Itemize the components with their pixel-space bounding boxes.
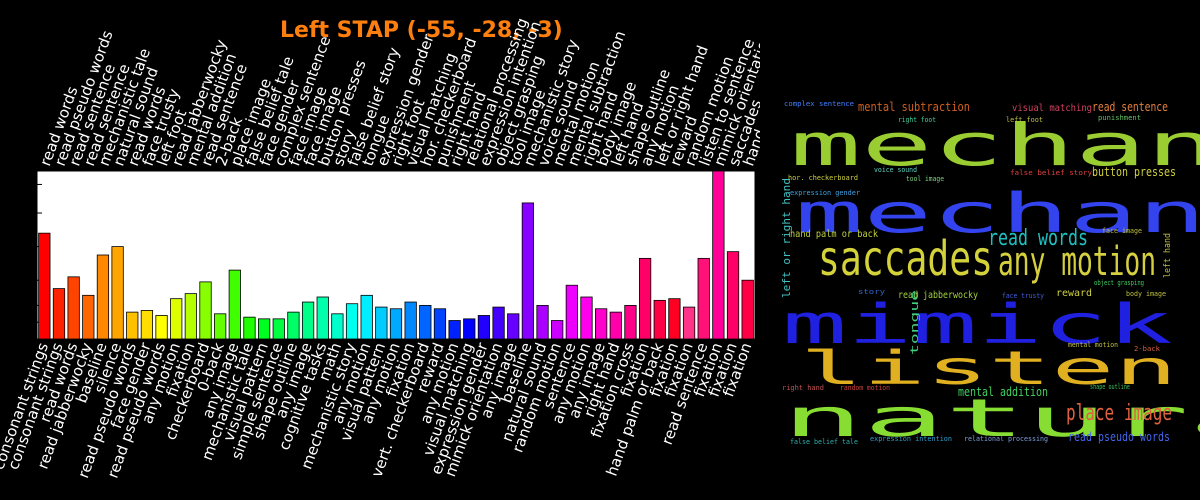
bar xyxy=(331,313,344,340)
bar xyxy=(82,294,95,340)
bar xyxy=(712,170,725,340)
cloud-word: punishment xyxy=(1098,114,1141,122)
cloud-word: complex sentence xyxy=(784,100,854,108)
bar xyxy=(624,304,637,340)
cloud-word: place image xyxy=(1066,401,1172,426)
cloud-word: expression gender xyxy=(790,189,860,197)
bar xyxy=(668,298,681,340)
bar xyxy=(287,311,300,340)
bar xyxy=(580,296,593,340)
bar xyxy=(199,281,212,340)
cloud-word: any motion xyxy=(998,239,1156,285)
cloud-word: mental motion xyxy=(1068,341,1118,349)
cloud-word: mental addition xyxy=(958,385,1048,399)
bar xyxy=(96,254,110,340)
bar xyxy=(375,306,388,340)
bar xyxy=(609,311,622,340)
bar xyxy=(433,308,447,340)
bar xyxy=(258,318,271,340)
cloud-word: visual matching xyxy=(1012,103,1092,114)
bar xyxy=(360,294,373,340)
bar xyxy=(638,257,652,340)
bar xyxy=(389,308,403,340)
bar xyxy=(682,306,696,340)
cloud-word: mimick orientation xyxy=(782,293,1200,356)
cloud-word: button presses xyxy=(1092,165,1176,179)
bar xyxy=(214,313,227,340)
cloud-word: shape outline xyxy=(1090,383,1130,391)
bar xyxy=(492,306,505,340)
cloud-word: reward xyxy=(1056,288,1092,299)
cloud-word: right hand xyxy=(782,384,824,392)
cloud-word: read sentence xyxy=(1092,100,1168,114)
bar xyxy=(536,304,549,340)
cloud-word: read pseudo words xyxy=(1068,430,1170,444)
cloud-word: read words xyxy=(988,226,1088,251)
cloud-word: hand palm or back xyxy=(790,229,878,240)
bar xyxy=(316,296,329,340)
chart-title: Left STAP (-55, -28, -3) xyxy=(280,18,563,43)
bar xyxy=(741,279,754,340)
cloud-word: 2-back xyxy=(1134,345,1161,353)
bar xyxy=(507,313,520,340)
bar xyxy=(404,301,417,340)
bar xyxy=(697,257,710,340)
bar xyxy=(595,308,608,340)
bar xyxy=(272,318,285,340)
bar xyxy=(521,202,534,340)
cloud-word: natural sound xyxy=(782,389,1200,449)
bar xyxy=(228,269,241,340)
cloud-word: false belief tale xyxy=(790,438,858,446)
bar xyxy=(140,310,154,340)
cloud-word: left or right hand xyxy=(780,178,793,298)
cloud-word: story xyxy=(858,288,885,296)
bar xyxy=(243,316,256,340)
cloud-word: random motion xyxy=(840,384,890,392)
cloud-word: face trusty xyxy=(1002,292,1044,300)
cloud-word: mechanistic story xyxy=(795,182,1200,245)
cloud-word: mechanistic tale xyxy=(790,111,1200,179)
bar xyxy=(345,303,359,340)
bar xyxy=(419,304,432,340)
cloud-word: body image xyxy=(1126,290,1166,298)
cloud-word: left hand xyxy=(1163,233,1173,278)
bar xyxy=(126,311,139,340)
cloud-word: read jabberwocky xyxy=(898,290,978,301)
bar xyxy=(726,251,740,340)
bar xyxy=(52,288,66,340)
cloud-word: tongue xyxy=(908,290,921,355)
bar xyxy=(301,301,315,340)
bar xyxy=(67,276,80,340)
bar xyxy=(477,315,491,340)
bar xyxy=(448,320,461,340)
cloud-word: mental subtraction xyxy=(858,100,970,114)
bar xyxy=(111,246,124,340)
bar xyxy=(184,293,197,340)
bar xyxy=(155,315,168,340)
cloud-word: object grasping xyxy=(1094,279,1144,287)
bar xyxy=(38,232,51,340)
cloud-word: face image xyxy=(1102,227,1142,235)
bar xyxy=(463,318,476,340)
bar xyxy=(551,320,564,340)
cloud-word: false belief story xyxy=(1010,169,1092,177)
bar xyxy=(170,298,183,340)
cloud-word: relational processing xyxy=(964,435,1048,443)
bar xyxy=(653,299,666,340)
cloud-word: voice sound xyxy=(874,166,917,174)
cloud-word: listen to sentence xyxy=(800,341,1200,395)
cloud-word: saccades xyxy=(818,231,993,287)
cloud-word: right foot xyxy=(898,116,936,124)
cloud-word: expression intention xyxy=(870,435,952,443)
bar xyxy=(565,284,578,340)
cloud-word: left foot xyxy=(1006,116,1043,124)
cloud-word: hor. checkerboard xyxy=(788,174,858,182)
cloud-word: tool image xyxy=(906,175,944,183)
